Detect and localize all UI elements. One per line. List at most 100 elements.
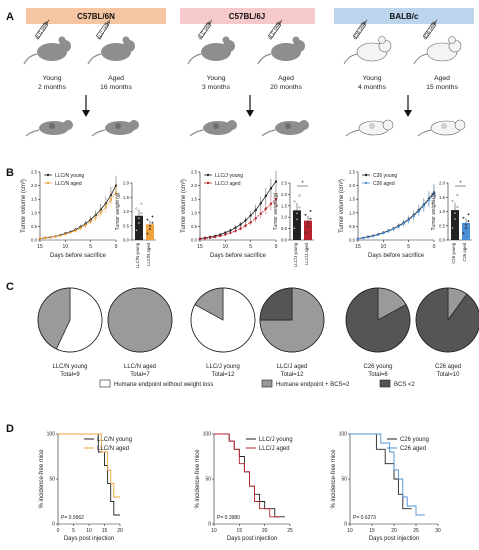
x-tick-label: 0 bbox=[275, 244, 278, 250]
data-point bbox=[109, 198, 113, 201]
dot bbox=[307, 221, 309, 224]
data-point bbox=[69, 231, 72, 234]
y-tick-label: 0.5 bbox=[31, 224, 38, 229]
data-point bbox=[203, 237, 207, 240]
y-tick-label: 100 bbox=[339, 432, 348, 438]
x-tick-label: 5 bbox=[249, 244, 252, 250]
y-axis-label: Tumor weight (g) bbox=[273, 192, 279, 230]
p-value: P= 0.3980 bbox=[217, 515, 240, 521]
data-point bbox=[259, 212, 262, 215]
x-tick-label: 15 bbox=[355, 244, 361, 250]
pie-total: Total=10 bbox=[437, 372, 461, 378]
pie-chart: LLC/J young Total=12 bbox=[190, 287, 256, 378]
y-tick-label: 0 bbox=[344, 522, 347, 528]
legend-marker bbox=[206, 181, 210, 185]
legend-label: LLC/J aged bbox=[215, 181, 241, 187]
dot bbox=[465, 227, 467, 229]
aged-label: Aged bbox=[434, 75, 450, 82]
panel-label-b: B bbox=[6, 167, 14, 179]
bar bbox=[462, 222, 470, 240]
pie-slice bbox=[259, 287, 293, 321]
y-tick-label: 0.5 bbox=[439, 223, 446, 228]
data-point bbox=[417, 210, 420, 213]
pie-total: Total=7 bbox=[130, 372, 150, 378]
legend-label: C26 aged bbox=[400, 446, 426, 452]
x-axis-label: Days post injection bbox=[227, 536, 277, 542]
dot bbox=[140, 212, 143, 215]
dot bbox=[451, 227, 454, 229]
data-point bbox=[382, 232, 385, 235]
x-tick-label: 15 bbox=[237, 528, 243, 534]
data-point bbox=[214, 235, 217, 239]
p-value: P= 0.6273 bbox=[353, 515, 376, 521]
data-point bbox=[254, 217, 257, 220]
strain-name-balbc: BALB/c bbox=[390, 12, 419, 21]
category-label: LLC/J aged bbox=[304, 242, 309, 265]
data-point bbox=[64, 233, 67, 236]
pie-total: Total=12 bbox=[212, 372, 236, 378]
dot bbox=[467, 213, 470, 216]
series-line bbox=[357, 192, 435, 240]
pie-chart: C26 young Total=6 bbox=[345, 287, 411, 378]
data-point bbox=[99, 211, 103, 214]
legend-marker bbox=[364, 173, 368, 177]
data-point bbox=[79, 227, 82, 230]
syringe-icon bbox=[34, 19, 50, 39]
dot bbox=[454, 212, 456, 215]
dot bbox=[456, 206, 459, 209]
significance-star: * bbox=[301, 181, 304, 187]
dot bbox=[454, 218, 456, 221]
legend-label: C26 aged bbox=[373, 181, 395, 187]
dot bbox=[456, 194, 459, 197]
legend-label: C26 young bbox=[373, 173, 397, 179]
pie-label: LLC/N aged bbox=[124, 364, 156, 370]
mouse-icon bbox=[413, 36, 462, 65]
dot bbox=[135, 229, 138, 232]
data-point bbox=[74, 229, 77, 232]
x-tick-label: 15 bbox=[369, 528, 375, 534]
data-point bbox=[114, 191, 118, 194]
x-tick-label: 10 bbox=[211, 528, 217, 534]
legend-label: LLC/N aged bbox=[55, 181, 82, 187]
data-point bbox=[249, 221, 252, 224]
panel-label-d: D bbox=[6, 423, 14, 435]
dot bbox=[298, 194, 301, 197]
data-point bbox=[104, 205, 108, 209]
data-point bbox=[84, 224, 87, 227]
bar bbox=[304, 220, 312, 240]
y-tick-label: 1.0 bbox=[123, 209, 130, 214]
pie-label: LLC/J young bbox=[206, 364, 240, 370]
data-point bbox=[234, 229, 237, 233]
legend-marker bbox=[46, 173, 50, 177]
strain-group-c57bl6n: LLC cells LLC cells Young 2 months Aged … bbox=[23, 19, 139, 137]
y-axis-label: Tumor volume (cm³) bbox=[21, 179, 27, 233]
legend-label: LLC/J aged bbox=[259, 446, 290, 452]
mouse-icon bbox=[23, 36, 71, 65]
dot bbox=[307, 225, 309, 228]
dot bbox=[146, 232, 149, 235]
data-point bbox=[224, 231, 227, 234]
y-tick-label: 0.0 bbox=[123, 238, 130, 243]
survival-curve bbox=[350, 433, 425, 516]
arrow-head bbox=[404, 110, 412, 117]
mouse-icon bbox=[91, 120, 139, 137]
series-line bbox=[199, 181, 277, 240]
y-tick-label: 1.0 bbox=[349, 210, 356, 215]
y-axis-label: % incidence-free mice bbox=[331, 449, 337, 509]
legend-swatch bbox=[99, 379, 111, 388]
legend-swatch bbox=[379, 379, 391, 388]
x-tick-label: 20 bbox=[391, 528, 397, 534]
y-tick-label: 0 bbox=[208, 522, 211, 528]
tumor-growth-chart: 0.0 0.5 1.0 1.5 2.0 2.5 15 10 5 0 Days before sacr… bbox=[339, 170, 436, 260]
dot bbox=[309, 209, 312, 212]
y-axis-label: Tumor volume (cm³) bbox=[339, 179, 345, 233]
aged-age: 20 months bbox=[270, 84, 302, 91]
aged-age: 15 months bbox=[426, 84, 458, 91]
data-point bbox=[224, 233, 227, 236]
young-age: 3 months bbox=[202, 84, 231, 91]
pie-label: C26 young bbox=[363, 364, 392, 370]
panel-label-a: A bbox=[6, 11, 14, 23]
x-tick-label: 0 bbox=[115, 244, 118, 250]
